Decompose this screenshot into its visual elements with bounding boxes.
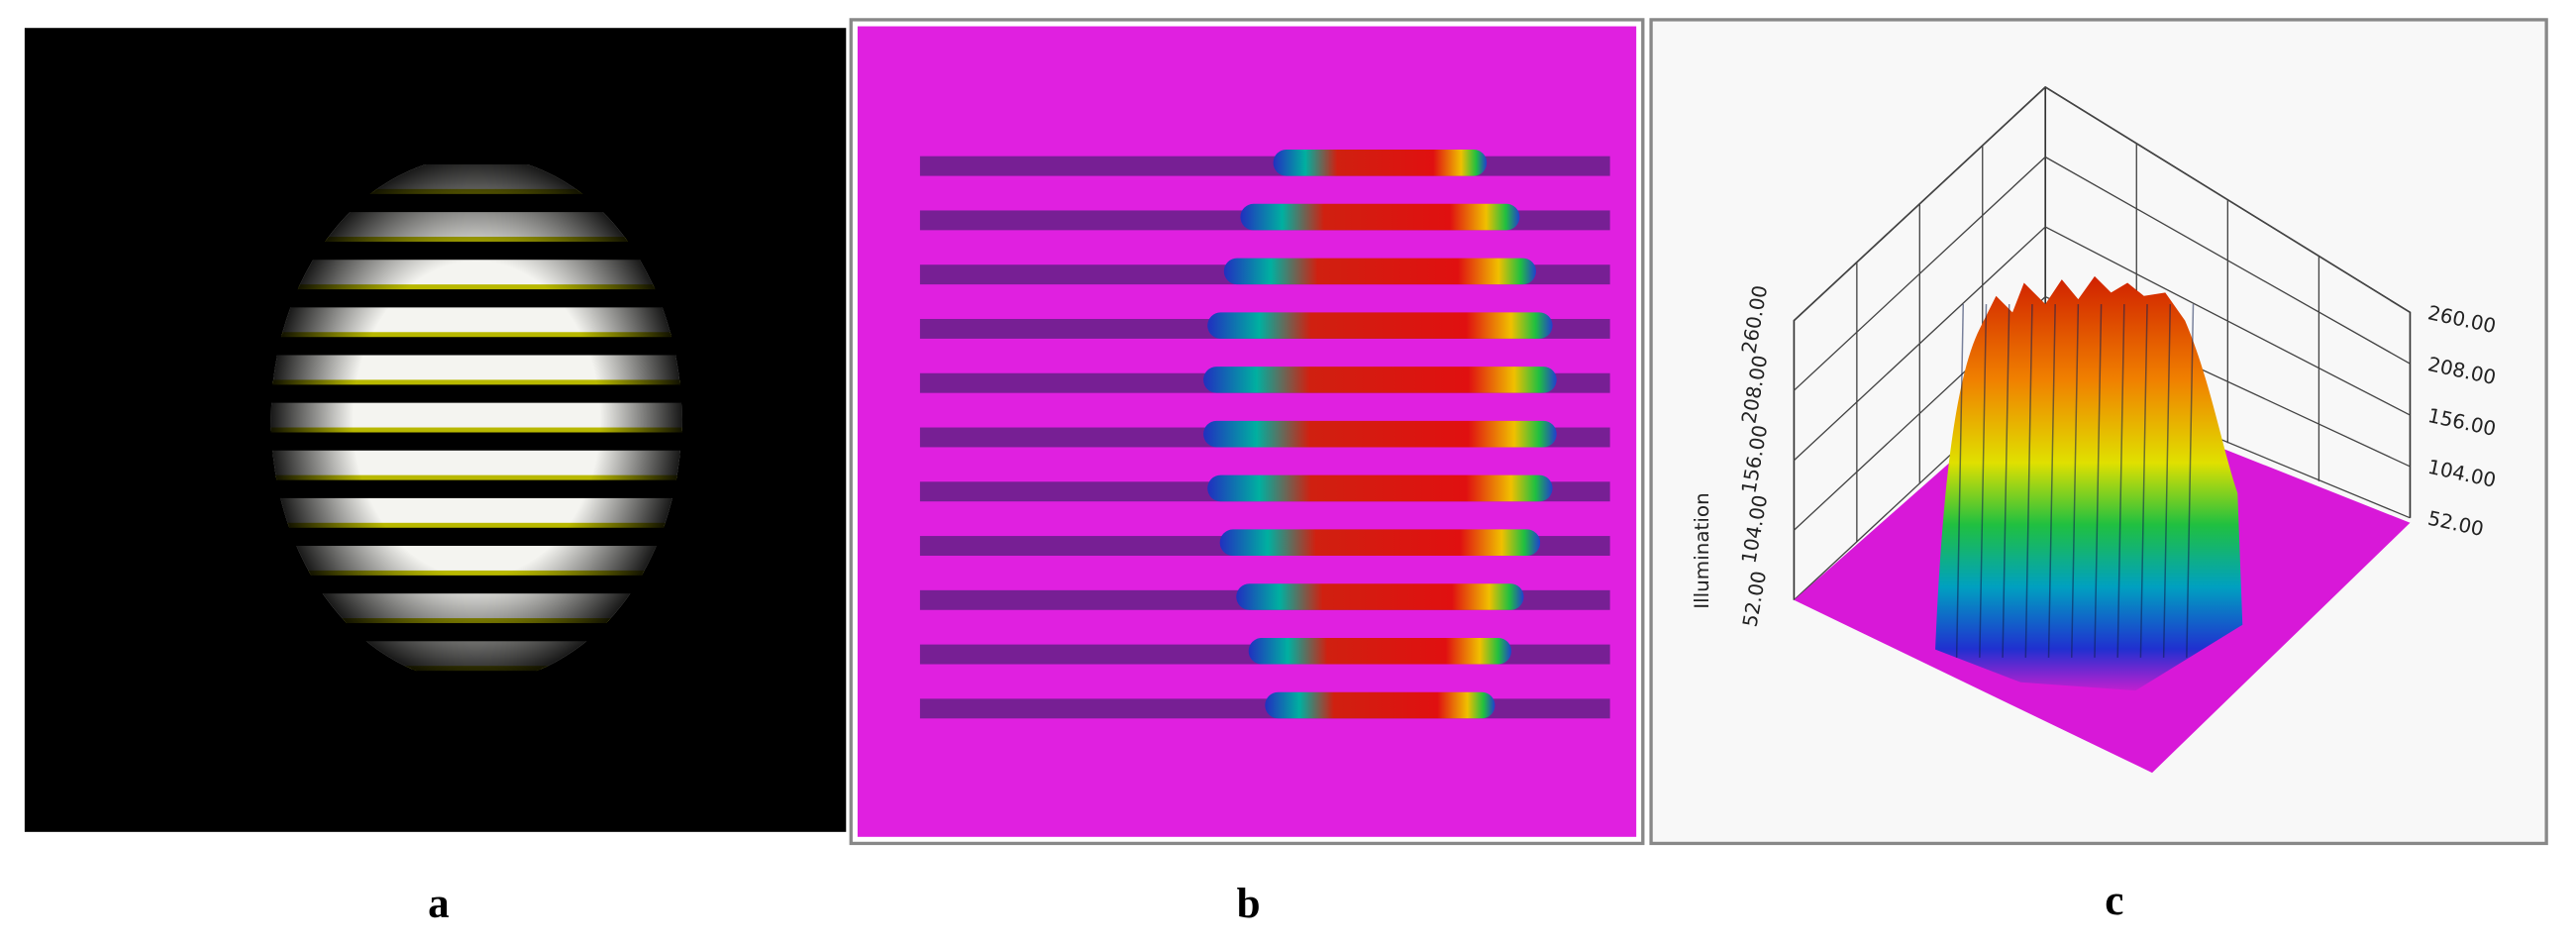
color-band [1207,474,1553,502]
color-band [1203,420,1557,448]
grid-line [1793,86,2411,322]
ridge [2071,304,2080,658]
color-band [1207,312,1553,339]
ridge [2186,304,2195,658]
panel-label: a [428,881,450,927]
ridge [2162,304,2172,658]
axis-title: Illumination [1691,492,1713,608]
color-band [1223,258,1536,285]
ridge [1979,304,1988,658]
color-band [1203,367,1557,393]
panel-label: b [1237,881,1261,927]
color-band [1240,203,1520,231]
ridge [2002,304,2010,658]
surface-ridges [1955,304,2195,658]
grid-line [1793,226,2411,462]
ridge [2047,304,2056,658]
dark-band [919,698,1610,719]
dark-band [919,156,1610,176]
color-band [1265,691,1495,719]
ridge [2024,304,2033,658]
panel-b-frame [849,18,1645,846]
grid-line [1793,156,2411,391]
fade [270,156,682,683]
grid-line [1793,295,2411,531]
color-band [1248,637,1512,665]
color-band [1219,529,1541,556]
panel-label: c [2105,878,2123,924]
map-fringes [919,150,1610,719]
color-band [1273,150,1488,176]
color-band [1236,583,1524,610]
ridge [2094,304,2103,658]
ridge [1955,304,1965,658]
ridge [2116,304,2125,658]
ridge [2139,304,2148,658]
